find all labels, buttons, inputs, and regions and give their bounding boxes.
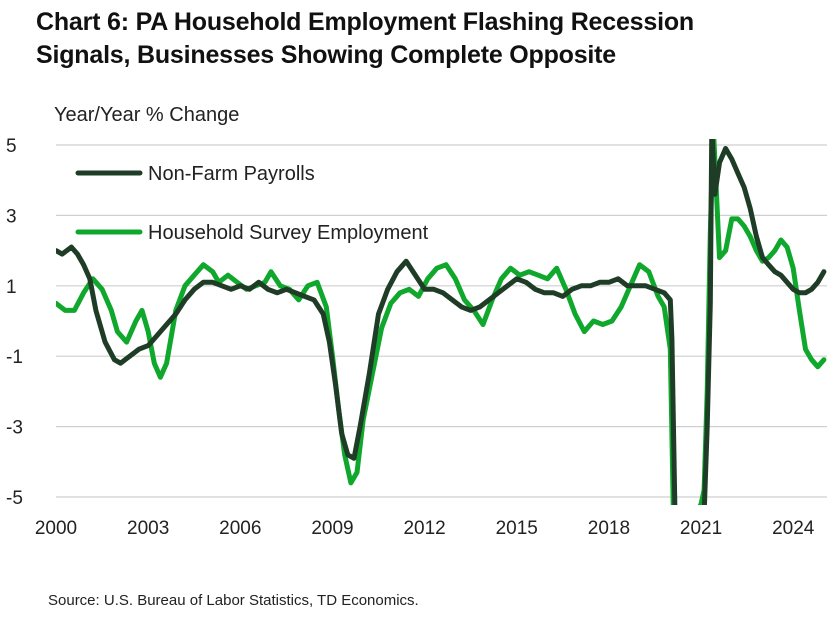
x-tick-label: 2018 (588, 518, 630, 539)
chart-title: Chart 6: PA Household Employment Flashin… (36, 6, 694, 72)
legend-label-household-survey-employment: Household Survey Employment (148, 222, 429, 244)
series-line-household-survey-employment (56, 139, 827, 505)
x-tick-label: 2009 (311, 518, 353, 539)
series-lines (56, 139, 827, 505)
x-tick-label: 2015 (496, 518, 538, 539)
y-tick-label: 1 (6, 277, 17, 298)
y-tick-label: 3 (6, 206, 17, 227)
x-tick-label: 2000 (35, 518, 77, 539)
y-tick-label: -1 (6, 347, 23, 368)
source-note: Source: U.S. Bureau of Labor Statistics,… (48, 592, 419, 609)
y-tick-label: -5 (6, 488, 23, 509)
y-tick-label: -3 (6, 418, 23, 439)
chart-title-line-2: Signals, Businesses Showing Complete Opp… (36, 41, 617, 69)
chart-title-line-1: Chart 6: PA Household Employment Flashin… (36, 8, 694, 36)
y-axis-label: Year/Year % Change (54, 104, 240, 126)
legend: Non-Farm Payrolls Household Survey Employ… (75, 163, 429, 244)
y-tick-label: 5 (6, 136, 17, 157)
series-line-non-farm-payrolls (56, 139, 827, 505)
legend-label-non-farm-payrolls: Non-Farm Payrolls (148, 163, 315, 185)
x-tick-label: 2003 (127, 518, 169, 539)
x-axis-ticks: 2000 2003 2006 2009 2012 2015 2018 2021 2024 (35, 518, 815, 539)
x-tick-label: 2012 (403, 518, 445, 539)
y-axis-ticks: 5 3 1 -1 -3 -5 (6, 136, 23, 509)
x-tick-label: 2021 (680, 518, 722, 539)
x-tick-label: 2006 (219, 518, 261, 539)
x-tick-label: 2024 (772, 518, 815, 539)
